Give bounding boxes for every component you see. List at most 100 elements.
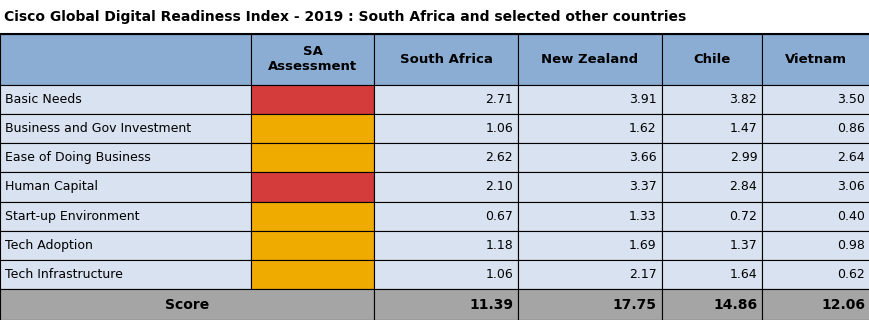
Text: 0.72: 0.72 xyxy=(728,210,756,223)
Bar xyxy=(661,289,761,320)
Text: 3.66: 3.66 xyxy=(628,151,656,164)
Bar xyxy=(251,260,374,289)
Bar xyxy=(251,143,374,172)
Bar xyxy=(0,143,251,172)
Text: 1.33: 1.33 xyxy=(628,210,656,223)
Text: 2.10: 2.10 xyxy=(485,180,513,194)
Text: 0.67: 0.67 xyxy=(485,210,513,223)
Bar xyxy=(0,289,374,320)
Bar xyxy=(761,231,869,260)
Bar xyxy=(0,202,251,231)
Bar xyxy=(661,34,761,85)
Bar xyxy=(374,260,518,289)
Text: New Zealand: New Zealand xyxy=(541,53,638,66)
Text: Start-up Environment: Start-up Environment xyxy=(5,210,139,223)
Text: Business and Gov Investment: Business and Gov Investment xyxy=(5,122,191,135)
Text: 17.75: 17.75 xyxy=(612,298,656,312)
Bar xyxy=(761,34,869,85)
Text: 3.06: 3.06 xyxy=(836,180,864,194)
Text: Cisco Global Digital Readiness Index - 2019 : South Africa and selected other co: Cisco Global Digital Readiness Index - 2… xyxy=(4,10,686,24)
Bar xyxy=(0,0,869,34)
Bar xyxy=(661,202,761,231)
Bar xyxy=(374,114,518,143)
Bar xyxy=(761,114,869,143)
Text: 1.69: 1.69 xyxy=(628,239,656,252)
Bar xyxy=(0,172,251,202)
Bar xyxy=(374,231,518,260)
Bar xyxy=(0,114,251,143)
Bar xyxy=(661,143,761,172)
Bar xyxy=(761,260,869,289)
Text: 3.50: 3.50 xyxy=(836,93,864,106)
Text: Score: Score xyxy=(165,298,209,312)
Bar xyxy=(251,34,374,85)
Text: 3.91: 3.91 xyxy=(628,93,656,106)
Text: Ease of Doing Business: Ease of Doing Business xyxy=(5,151,150,164)
Text: 2.99: 2.99 xyxy=(729,151,756,164)
Bar xyxy=(661,231,761,260)
Bar xyxy=(374,143,518,172)
Bar xyxy=(761,172,869,202)
Bar xyxy=(518,289,661,320)
Text: 0.40: 0.40 xyxy=(836,210,864,223)
Text: 3.82: 3.82 xyxy=(729,93,756,106)
Text: Vietnam: Vietnam xyxy=(784,53,846,66)
Bar xyxy=(251,172,374,202)
Bar xyxy=(374,85,518,114)
Bar xyxy=(374,202,518,231)
Text: Tech Adoption: Tech Adoption xyxy=(5,239,93,252)
Bar xyxy=(518,34,661,85)
Text: 1.18: 1.18 xyxy=(485,239,513,252)
Text: 2.17: 2.17 xyxy=(628,268,656,281)
Bar xyxy=(251,85,374,114)
Bar xyxy=(518,172,661,202)
Bar xyxy=(0,85,251,114)
Text: South Africa: South Africa xyxy=(400,53,492,66)
Bar xyxy=(661,172,761,202)
Bar xyxy=(661,114,761,143)
Bar xyxy=(518,114,661,143)
Bar xyxy=(374,172,518,202)
Bar xyxy=(518,231,661,260)
Bar xyxy=(251,231,374,260)
Bar xyxy=(761,143,869,172)
Bar xyxy=(374,289,518,320)
Text: 2.84: 2.84 xyxy=(729,180,756,194)
Bar xyxy=(518,260,661,289)
Text: 14.86: 14.86 xyxy=(713,298,756,312)
Bar xyxy=(518,202,661,231)
Bar xyxy=(0,34,251,85)
Text: 1.37: 1.37 xyxy=(729,239,756,252)
Bar xyxy=(661,260,761,289)
Bar xyxy=(251,202,374,231)
Text: 1.64: 1.64 xyxy=(729,268,756,281)
Text: 11.39: 11.39 xyxy=(468,298,513,312)
Text: 0.62: 0.62 xyxy=(836,268,864,281)
Text: Basic Needs: Basic Needs xyxy=(5,93,82,106)
Bar xyxy=(518,143,661,172)
Text: 3.37: 3.37 xyxy=(628,180,656,194)
Text: 2.62: 2.62 xyxy=(485,151,513,164)
Text: 1.62: 1.62 xyxy=(628,122,656,135)
Bar xyxy=(374,34,518,85)
Bar xyxy=(518,85,661,114)
Text: SA
Assessment: SA Assessment xyxy=(268,45,357,73)
Text: 2.64: 2.64 xyxy=(836,151,864,164)
Text: 0.98: 0.98 xyxy=(836,239,864,252)
Text: Human Capital: Human Capital xyxy=(5,180,98,194)
Bar xyxy=(0,260,251,289)
Text: 1.47: 1.47 xyxy=(729,122,756,135)
Text: 1.06: 1.06 xyxy=(485,122,513,135)
Bar xyxy=(761,289,869,320)
Bar xyxy=(761,202,869,231)
Text: 0.86: 0.86 xyxy=(836,122,864,135)
Bar xyxy=(0,231,251,260)
Text: Chile: Chile xyxy=(693,53,730,66)
Text: Tech Infrastructure: Tech Infrastructure xyxy=(5,268,123,281)
Text: 12.06: 12.06 xyxy=(820,298,864,312)
Bar xyxy=(251,114,374,143)
Text: 1.06: 1.06 xyxy=(485,268,513,281)
Bar xyxy=(761,85,869,114)
Text: 2.71: 2.71 xyxy=(485,93,513,106)
Bar xyxy=(661,85,761,114)
